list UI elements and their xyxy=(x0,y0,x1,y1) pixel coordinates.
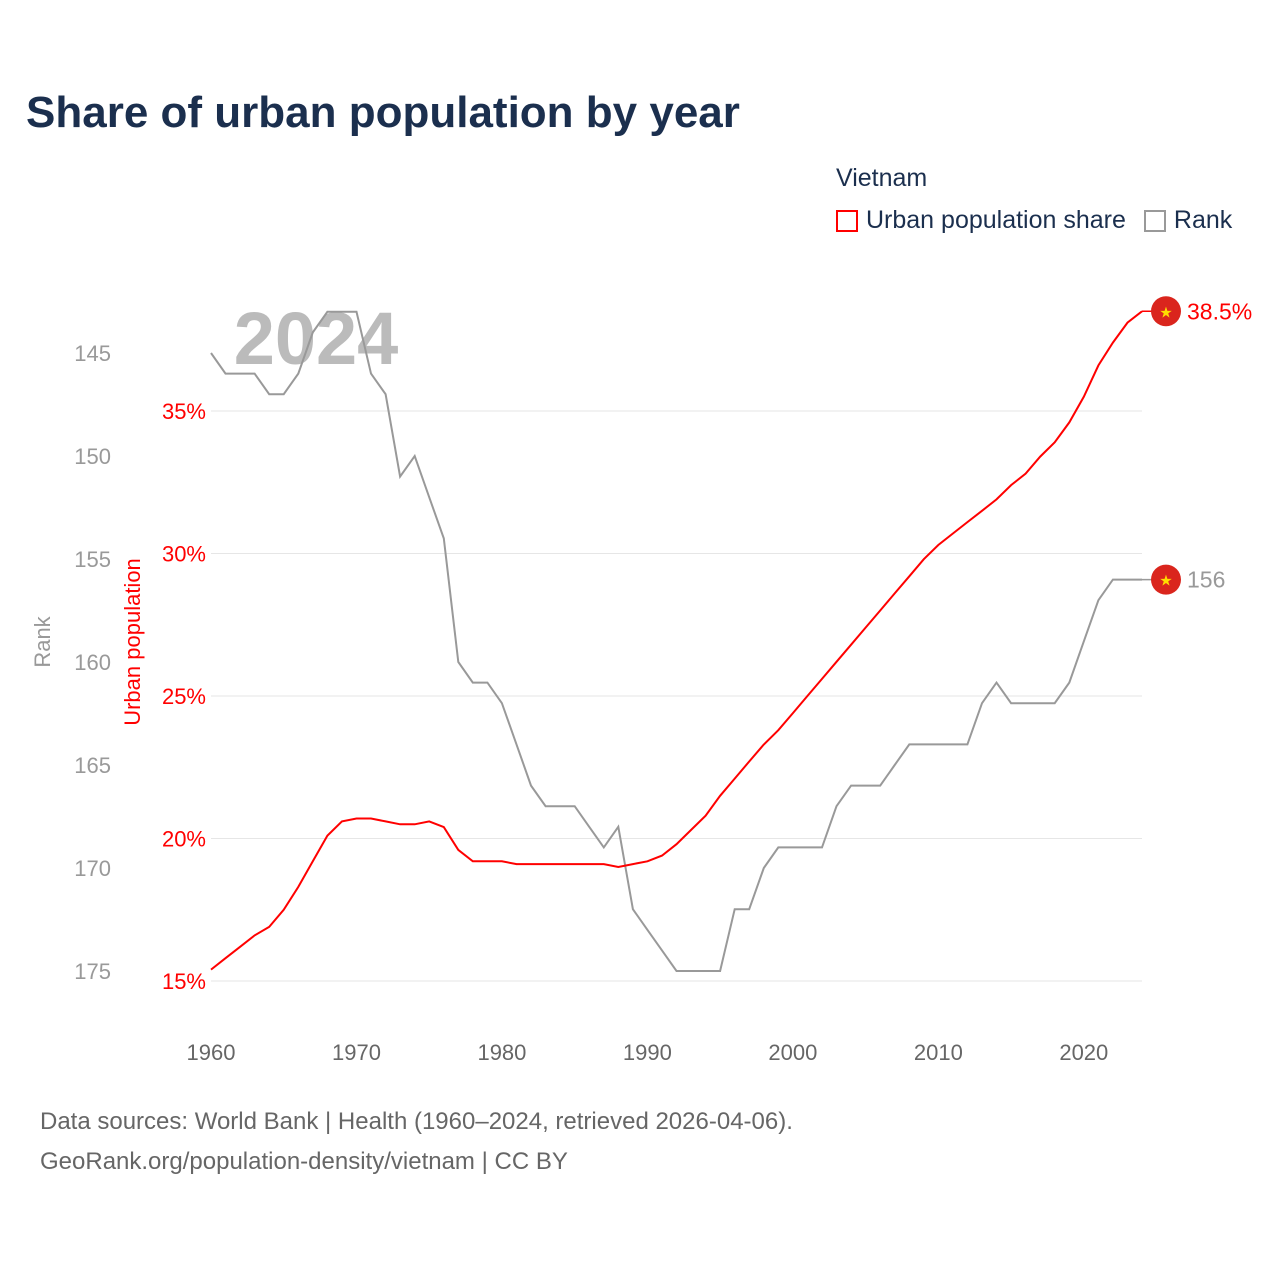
urban-tick-label: 15% xyxy=(162,969,206,994)
x-tick-label: 1960 xyxy=(187,1040,236,1065)
attribution-line[interactable]: GeoRank.org/population-density/vietnam |… xyxy=(40,1148,568,1175)
urban-tick-label: 25% xyxy=(162,684,206,709)
x-tick-label: 1990 xyxy=(623,1040,672,1065)
legend-label-rank[interactable]: Rank xyxy=(1173,206,1233,234)
legend-title: Vietnam xyxy=(836,164,928,192)
rank-tick-label: 155 xyxy=(74,547,111,572)
urban-tick-label: 30% xyxy=(162,542,206,567)
rank-tick-label: 165 xyxy=(74,753,111,778)
rank-tick-label: 170 xyxy=(74,856,111,881)
flag-star-icon: ★ xyxy=(1159,304,1172,321)
source-line: Data sources: World Bank | Health (1960–… xyxy=(40,1108,793,1135)
urban-tick-label: 35% xyxy=(162,399,206,424)
urban-axis-label: Urban population xyxy=(120,558,145,726)
urban-line xyxy=(210,310,1143,971)
rank-tick-label: 150 xyxy=(74,444,111,469)
urban-tick-label: 20% xyxy=(162,827,206,852)
rank-end-label: 156 xyxy=(1187,567,1225,593)
year-watermark: 2024 xyxy=(234,297,399,380)
urban-end-label: 38.5% xyxy=(1187,298,1252,324)
rank-tick-label: 175 xyxy=(74,959,111,984)
legend-label-urban[interactable]: Urban population share xyxy=(866,206,1126,234)
legend-swatch-urban[interactable] xyxy=(836,209,858,232)
x-tick-label: 2020 xyxy=(1059,1040,1108,1065)
x-tick-label: 2010 xyxy=(914,1040,963,1065)
legend: Urban population share Rank xyxy=(836,206,1232,235)
x-tick-label: 1970 xyxy=(332,1040,381,1065)
chart-title: Share of urban population by year xyxy=(26,88,740,137)
rank-axis-label: Rank xyxy=(30,615,55,667)
vietnam-flag-icon xyxy=(1151,564,1181,595)
legend-swatch-rank[interactable] xyxy=(1143,209,1166,232)
rank-tick-label: 145 xyxy=(74,341,111,366)
flag-star-icon: ★ xyxy=(1159,573,1172,590)
rank-line xyxy=(210,310,1142,972)
rank-tick-label: 160 xyxy=(74,650,111,675)
x-tick-label: 2000 xyxy=(768,1040,817,1065)
x-tick-label: 1980 xyxy=(477,1040,526,1065)
vietnam-flag-icon xyxy=(1151,296,1181,327)
